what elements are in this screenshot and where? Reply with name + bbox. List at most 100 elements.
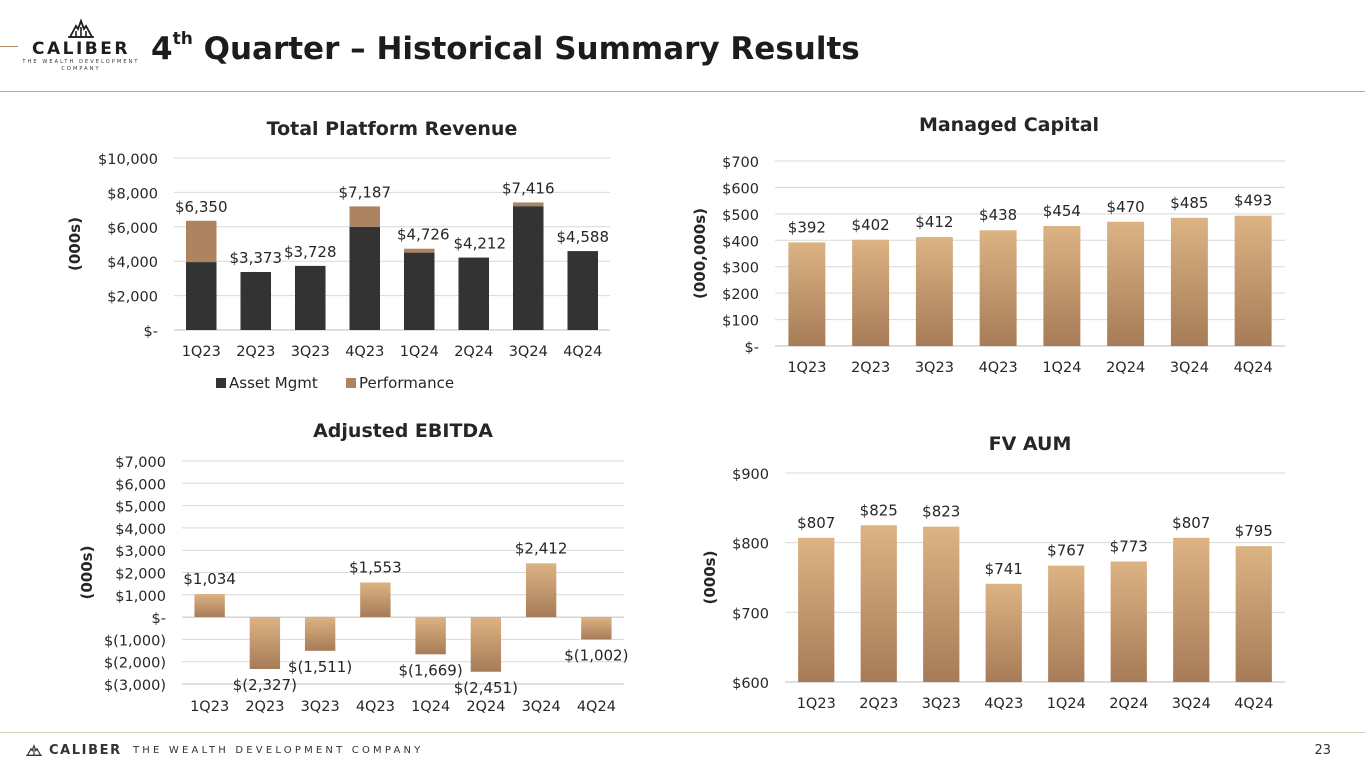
data-label: $7,187	[339, 183, 392, 201]
bar	[1170, 217, 1208, 346]
data-label: $807	[1172, 514, 1210, 532]
bar-asset-mgmt	[567, 251, 599, 330]
y-axis-label: (000s)	[701, 551, 719, 605]
header-divider	[0, 91, 1365, 92]
y-tick-label: $-	[144, 324, 158, 340]
x-tick-label: 4Q24	[577, 699, 616, 715]
bar	[1110, 561, 1147, 682]
chart-title: Adjusted EBITDA	[313, 420, 493, 442]
footer-tagline: THE WEALTH DEVELOPMENT COMPANY	[133, 745, 424, 756]
logo-tagline: THE WEALTH DEVELOPMENT COMPANY	[22, 59, 140, 72]
data-label: $(2,327)	[233, 676, 297, 694]
chart-title: FV AUM	[989, 433, 1072, 455]
y-tick-label: $(2,000)	[104, 656, 166, 672]
bar	[525, 563, 557, 618]
y-tick-label: $4,000	[115, 522, 166, 538]
y-tick-label: $5,000	[115, 500, 166, 516]
bar	[798, 537, 835, 682]
bar	[852, 239, 890, 346]
bar	[1107, 221, 1145, 346]
managed-capital-chart-svg: Managed Capital $- $100 $200 $300 $400 $500 $60…	[691, 114, 1285, 376]
x-tick-label: 2Q24	[1106, 360, 1145, 376]
bar	[470, 617, 502, 672]
legend-swatch	[216, 378, 226, 388]
x-tick-label: 3Q24	[1172, 696, 1211, 712]
x-tick-label: 3Q24	[522, 699, 561, 715]
y-tick-label: $6,000	[107, 221, 158, 237]
building-logo-icon	[68, 18, 94, 38]
data-label: $(2,451)	[454, 679, 518, 697]
footer-divider	[0, 732, 1365, 733]
data-label: $741	[985, 560, 1023, 578]
revenue-chart-svg: Total Platform Revenue $- $2,000 $4,000 $6,0…	[66, 118, 610, 392]
data-label: $7,416	[502, 179, 555, 197]
title-quarter-number: 4	[151, 31, 173, 67]
x-tick-label: 4Q24	[1234, 360, 1273, 376]
x-tick-label: 2Q23	[851, 360, 890, 376]
y-tick-label: $100	[722, 314, 759, 330]
y-tick-label: $7,000	[115, 455, 166, 471]
bar	[415, 617, 446, 655]
data-label: $767	[1047, 542, 1085, 560]
y-tick-label: $1,000	[115, 589, 166, 605]
title-ordinal-suffix: th	[172, 29, 193, 49]
bar	[194, 594, 225, 618]
y-axis-label: (000s)	[78, 546, 96, 600]
data-label: $493	[1234, 192, 1272, 210]
bar-asset-mgmt	[294, 265, 326, 330]
logo-brand-text: CALIBER	[32, 39, 130, 59]
data-label: $795	[1235, 522, 1273, 540]
x-tick-label: 4Q24	[1234, 696, 1273, 712]
x-tick-label: 4Q23	[345, 344, 384, 360]
data-label: $412	[915, 213, 953, 231]
legend-label: Performance	[359, 374, 454, 392]
legend-swatch	[346, 378, 356, 388]
data-label: $454	[1043, 202, 1081, 220]
bar-asset-mgmt	[403, 252, 435, 330]
title-text: Quarter – Historical Summary Results	[192, 31, 860, 67]
x-tick-label: 4Q23	[979, 360, 1018, 376]
data-label: $3,373	[230, 249, 283, 267]
bar-asset-mgmt	[349, 226, 381, 330]
x-tick-label: 1Q24	[1042, 360, 1081, 376]
page-number: 23	[1314, 743, 1331, 758]
x-tick-label: 4Q24	[563, 344, 602, 360]
y-tick-label: $-	[152, 611, 166, 627]
bar-asset-mgmt	[512, 206, 544, 330]
bar-performance	[349, 206, 381, 227]
bar	[788, 242, 826, 346]
y-tick-label: $700	[722, 155, 759, 171]
footer-building-icon	[26, 744, 42, 756]
y-tick-label: $700	[732, 606, 769, 622]
chart-title: Managed Capital	[919, 114, 1099, 136]
x-tick-label: 4Q23	[984, 696, 1023, 712]
data-label: $(1,669)	[399, 661, 463, 679]
x-tick-label: 2Q24	[466, 699, 505, 715]
bar-performance	[403, 248, 435, 253]
x-tick-label: 1Q23	[797, 696, 836, 712]
y-tick-label: $2,000	[115, 567, 166, 583]
ebitda-chart-svg: Adjusted EBITDA $(3,000) $(2,000) $(1,000) $…	[78, 420, 628, 715]
bar	[249, 617, 281, 669]
x-tick-label: 2Q24	[1109, 696, 1148, 712]
y-tick-label: $600	[732, 676, 769, 692]
bar	[581, 617, 612, 640]
y-tick-label: $2,000	[107, 290, 158, 306]
data-label: $4,212	[454, 235, 507, 253]
data-label: $3,728	[284, 243, 337, 261]
bar-performance	[185, 220, 217, 263]
bar-asset-mgmt	[458, 257, 490, 330]
data-label: $807	[797, 514, 835, 532]
y-tick-label: $600	[722, 181, 759, 197]
y-axis-label: (000,000s)	[691, 208, 709, 299]
page-title: 4th Quarter – Historical Summary Results	[151, 29, 860, 67]
chart-fv-aum: FV AUM $600 $700 $800 $900 (000s) $807 1Q23 $825…	[685, 425, 1345, 745]
x-tick-label: 1Q24	[411, 699, 450, 715]
bar	[1043, 226, 1081, 346]
bar	[860, 525, 897, 682]
bar-performance	[512, 202, 544, 207]
y-tick-label: $500	[722, 208, 759, 224]
fv-aum-chart-svg: FV AUM $600 $700 $800 $900 (000s) $807 1Q23 $825…	[701, 433, 1285, 712]
y-tick-label: $200	[722, 287, 759, 303]
slide-footer: CALIBER THE WEALTH DEVELOPMENT COMPANY 2…	[0, 732, 1365, 768]
